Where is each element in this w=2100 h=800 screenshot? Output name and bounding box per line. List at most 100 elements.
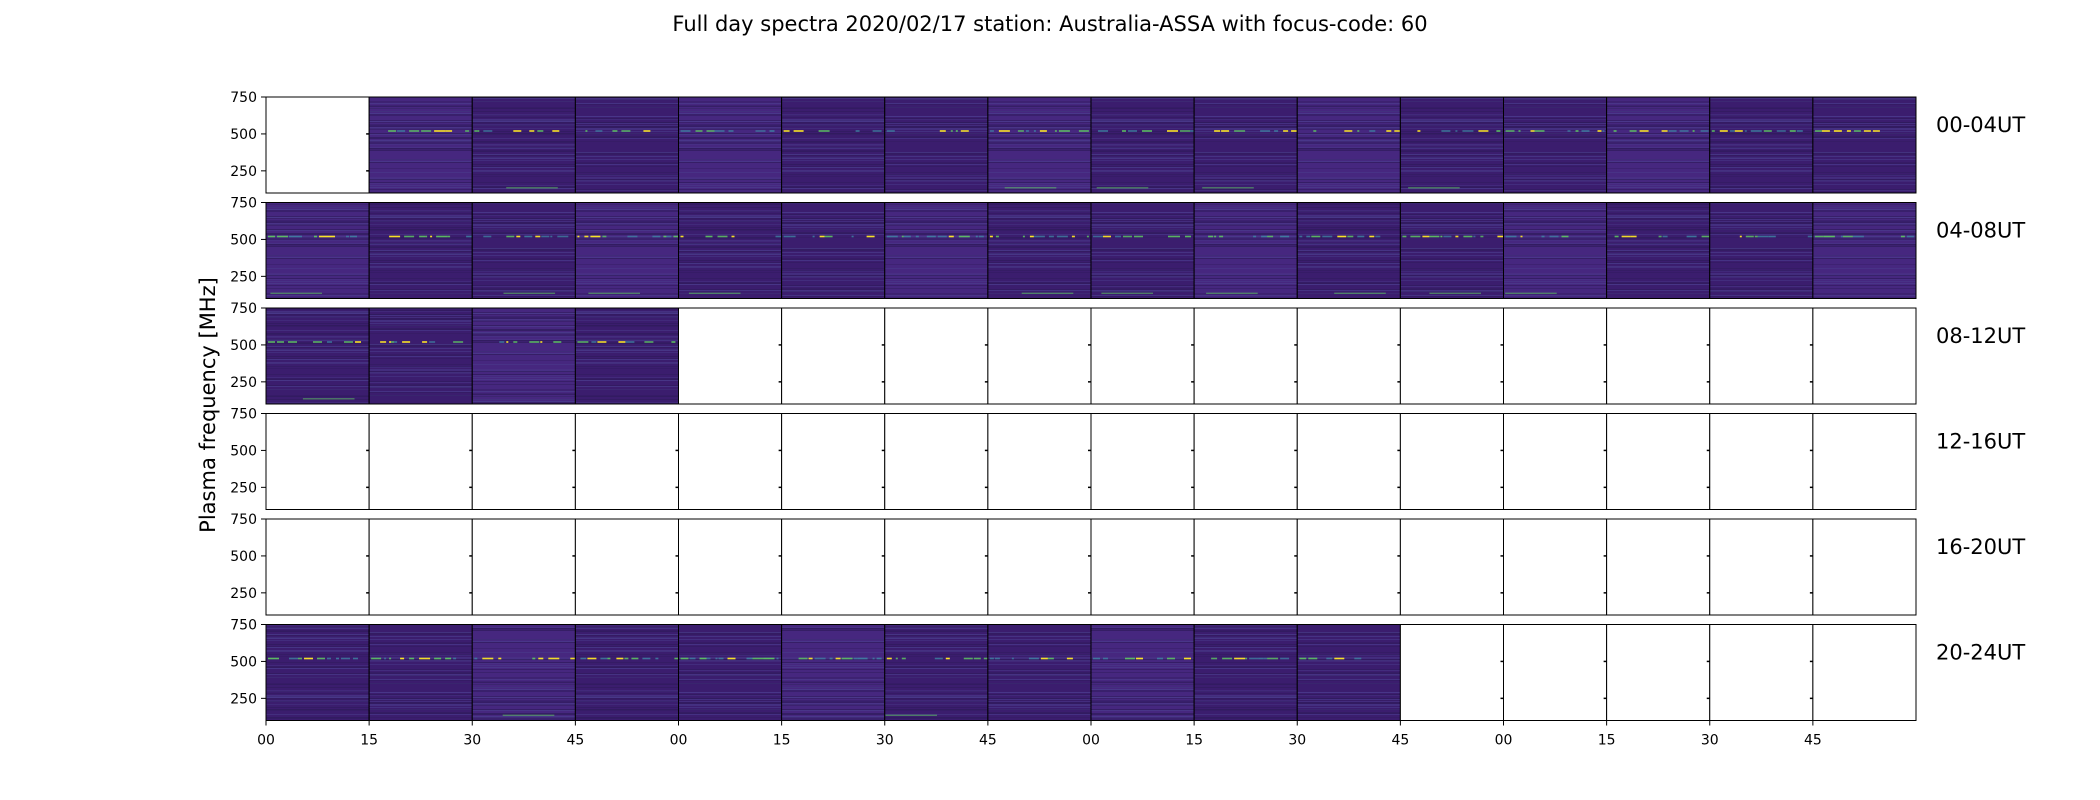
- emission-line: [937, 235, 947, 238]
- emission-line: [419, 235, 426, 238]
- emission-line: [595, 130, 603, 132]
- spectra-panel: [471, 307, 576, 405]
- emission-line: [1313, 130, 1317, 132]
- emission-line: [465, 130, 470, 132]
- emission-line: [818, 130, 830, 132]
- spectra-panel: [1503, 307, 1608, 405]
- spectra-row: 250 500 750 20-24UT: [230, 618, 2025, 721]
- emission-line: [550, 235, 553, 238]
- spectra-panel: [265, 413, 370, 510]
- emission-line: [313, 341, 322, 343]
- emission-line: [1021, 292, 1074, 294]
- emission-line: [1402, 235, 1407, 238]
- panel-frame: [1812, 624, 1917, 721]
- spectrogram-cell: [1400, 202, 1504, 299]
- empty-cell: [1812, 413, 1916, 510]
- emission-line: [1334, 657, 1345, 660]
- empty-cell: [472, 519, 576, 615]
- emission-line: [1440, 235, 1443, 238]
- emission-line: [812, 235, 815, 238]
- emission-line: [1291, 130, 1301, 132]
- emission-line: [705, 235, 713, 238]
- spectra-panel: [1399, 202, 1508, 299]
- spectrogram-cell: [678, 97, 782, 193]
- emission-line: [602, 235, 607, 238]
- spectra-panel: [1812, 413, 1917, 510]
- emission-line: [404, 235, 415, 238]
- emission-line: [1306, 235, 1311, 238]
- emission-line: [783, 235, 791, 238]
- empty-cell: [884, 413, 988, 510]
- emission-line: [903, 235, 911, 238]
- emission-line: [425, 235, 428, 238]
- emission-line: [790, 235, 796, 238]
- emission-line: [1505, 292, 1557, 294]
- empty-cell: [1606, 519, 1710, 615]
- spectrogram-cell: [678, 202, 782, 299]
- y-tick-label: 500: [230, 549, 257, 565]
- emission-line: [1261, 235, 1268, 238]
- emission-line: [783, 130, 790, 132]
- empty-cell: [1091, 413, 1195, 510]
- emission-line: [1408, 187, 1460, 189]
- spectra-panel: [1812, 624, 1917, 721]
- spectra-panel: [1709, 202, 1816, 299]
- spectrogram-cell: [1091, 97, 1195, 193]
- x-tick-label: 00: [1082, 733, 1100, 749]
- spectra-panel: [1193, 624, 1298, 721]
- emission-line: [1906, 235, 1914, 238]
- emission-line: [851, 235, 854, 238]
- emission-line: [314, 235, 317, 238]
- emission-line: [1206, 292, 1258, 294]
- spectra-panel: [884, 307, 989, 405]
- emission-line: [344, 341, 353, 343]
- spectra-panel: [884, 96, 989, 194]
- spectra-row: 250 500 750 00-04UT: [230, 90, 2025, 194]
- panel-frame: [1812, 96, 1917, 194]
- emission-line: [798, 657, 808, 660]
- spectra-panel: [265, 96, 370, 194]
- emission-line: [689, 657, 696, 660]
- spectra-panel: [781, 624, 886, 721]
- emission-line: [466, 235, 478, 238]
- empty-cell: [884, 308, 988, 404]
- emission-line: [1711, 130, 1715, 132]
- spectrogram-cell: [1297, 202, 1401, 299]
- panel-frame: [1812, 307, 1917, 405]
- spectra-panel: [1606, 624, 1711, 721]
- emission-line: [1455, 235, 1459, 238]
- emission-line: [1872, 130, 1880, 132]
- emission-line: [1283, 130, 1289, 132]
- spectra-panel: [1296, 96, 1404, 194]
- spectra-panel: [1606, 202, 1713, 299]
- emission-line: [1739, 235, 1742, 238]
- spectra-panel: [265, 202, 370, 299]
- emission-line: [1219, 235, 1224, 238]
- x-tick-label: 45: [1804, 733, 1822, 749]
- emission-line: [1823, 235, 1835, 238]
- emission-line: [482, 657, 494, 660]
- spectra-panel: [781, 413, 886, 510]
- spectra-panel: [1090, 518, 1195, 616]
- emission-line: [824, 235, 833, 238]
- spectra-panel: [1503, 202, 1608, 299]
- emission-line: [1098, 130, 1108, 132]
- spectra-panel: [368, 413, 473, 510]
- emission-line: [302, 398, 355, 400]
- spectra-panel: [1709, 96, 1814, 194]
- emission-line: [447, 235, 451, 238]
- spectra-panel: [574, 96, 679, 194]
- emission-line: [535, 235, 541, 238]
- emission-line: [829, 657, 833, 660]
- emission-line: [588, 292, 640, 294]
- emission-line: [1311, 235, 1321, 238]
- empty-cell: [1709, 624, 1813, 721]
- spectra-panel: [1399, 96, 1504, 194]
- emission-line: [1028, 657, 1039, 660]
- emission-line: [474, 130, 478, 132]
- spectra-panel: [1296, 307, 1401, 405]
- emission-line: [1534, 130, 1545, 132]
- emission-line: [498, 657, 502, 660]
- emission-line: [1054, 130, 1057, 132]
- empty-cell: [1297, 413, 1401, 510]
